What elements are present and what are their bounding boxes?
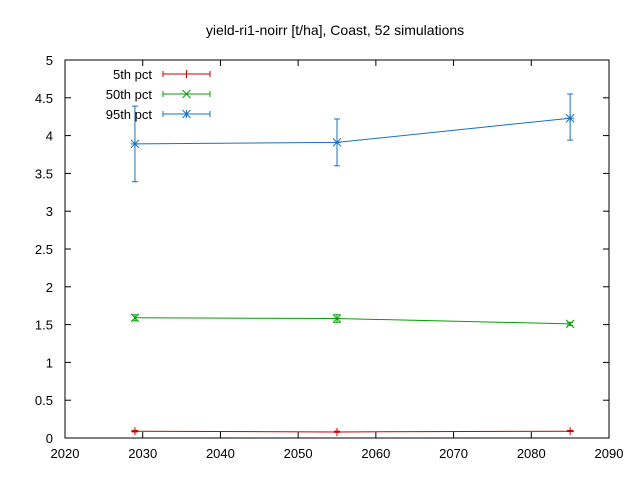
- x-axis: 2020 2030 2040 2050 2060 2070 2080 2090: [51, 60, 624, 461]
- series-layer: [130, 93, 575, 436]
- data-point: [130, 313, 140, 323]
- legend-marker: [182, 89, 191, 99]
- series-2: [130, 93, 575, 183]
- data-point: [332, 138, 342, 147]
- data-point: [333, 427, 341, 436]
- series-line: [134, 430, 571, 433]
- x-tick-label: 2090: [595, 446, 624, 461]
- x-tick-label: 2030: [128, 446, 157, 461]
- data-point: [332, 314, 342, 323]
- data-point: [565, 319, 575, 329]
- y-axis: 0 0.5 1 1.5 2 2.5 3 3.5 4 4.5 5: [35, 53, 609, 446]
- legend: 5th pct 50th pct 95th pct: [106, 67, 211, 122]
- y-tick-label: 2.5: [35, 242, 53, 257]
- data-point: [130, 427, 139, 436]
- y-tick-label: 1: [46, 355, 53, 370]
- legend-marker: [182, 109, 191, 119]
- legend-item-0: 5th pct: [113, 67, 211, 82]
- data-point: [565, 113, 575, 123]
- legend-item-2: 95th pct: [106, 107, 211, 122]
- x-tick-label: 2040: [206, 446, 235, 461]
- x-tick-label: 2020: [51, 446, 80, 461]
- series-1: [130, 313, 575, 329]
- chart-title: yield-ri1-noirr [t/ha], Coast, 52 simula…: [206, 22, 464, 38]
- x-tick-label: 2050: [284, 446, 313, 461]
- y-tick-label: 2: [46, 280, 53, 295]
- y-tick-label: 3.5: [35, 166, 53, 181]
- y-tick-label: 4.5: [35, 91, 53, 106]
- series-line: [134, 117, 571, 145]
- data-point: [566, 427, 575, 436]
- x-tick-label: 2080: [517, 446, 546, 461]
- legend-label: 5th pct: [113, 67, 152, 82]
- legend-label: 50th pct: [106, 87, 153, 102]
- series-0: [130, 427, 575, 436]
- y-tick-label: 0.5: [35, 393, 53, 408]
- y-tick-label: 4: [46, 129, 53, 144]
- legend-marker: [182, 70, 191, 78]
- y-tick-label: 3: [46, 204, 53, 219]
- series-line: [134, 317, 571, 325]
- y-tick-label: 1.5: [35, 318, 53, 333]
- y-tick-label: 0: [46, 431, 53, 446]
- x-tick-label: 2060: [361, 446, 390, 461]
- y-tick-label: 5: [46, 53, 53, 68]
- x-tick-label: 2070: [439, 446, 468, 461]
- legend-label: 95th pct: [106, 107, 153, 122]
- legend-item-1: 50th pct: [106, 87, 211, 102]
- data-point: [130, 139, 140, 149]
